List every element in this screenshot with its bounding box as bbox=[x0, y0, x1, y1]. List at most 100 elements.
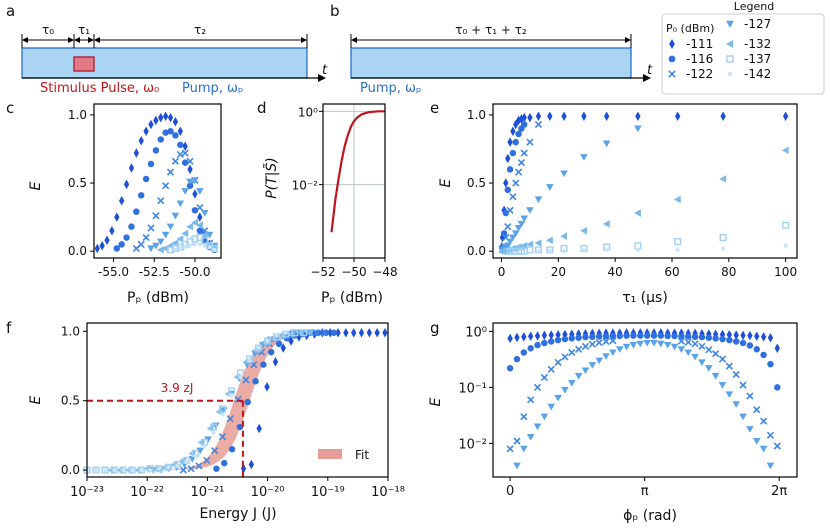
legend-marker-m142 bbox=[727, 71, 733, 77]
x-tick-label: 100 bbox=[774, 265, 797, 279]
data-point bbox=[561, 386, 569, 394]
data-point bbox=[521, 121, 528, 128]
data-point bbox=[296, 332, 302, 342]
data-point bbox=[526, 240, 533, 249]
data-point bbox=[156, 246, 164, 254]
data-point bbox=[746, 392, 754, 400]
data-point bbox=[629, 342, 638, 349]
tau0-label: τ₀ bbox=[42, 23, 54, 37]
data-point bbox=[609, 332, 617, 340]
data-point bbox=[602, 353, 610, 360]
data-point bbox=[526, 246, 534, 254]
data-point bbox=[673, 195, 681, 204]
data-point bbox=[228, 446, 236, 453]
data-point bbox=[547, 249, 552, 254]
data-point bbox=[760, 332, 767, 342]
data-point bbox=[554, 394, 562, 402]
data-point bbox=[511, 230, 520, 238]
data-point bbox=[637, 332, 644, 339]
data-point bbox=[119, 466, 127, 474]
data-point bbox=[166, 168, 175, 176]
data-point bbox=[561, 353, 569, 361]
data-point bbox=[515, 130, 522, 138]
data-point bbox=[602, 332, 610, 340]
panel-g: 0 π 2π 10⁰ 10⁻¹ 10⁻² ϕₚ (rad) E bbox=[428, 322, 798, 524]
data-point bbox=[110, 466, 118, 474]
data-point bbox=[643, 332, 651, 339]
data-point bbox=[291, 329, 299, 337]
data-point bbox=[547, 403, 556, 411]
threshold-annotation: 3.9 zJ bbox=[161, 381, 194, 395]
data-point bbox=[130, 467, 135, 473]
data-point bbox=[698, 342, 706, 350]
panel-letter-b: b bbox=[330, 2, 340, 20]
time-label: t bbox=[322, 63, 328, 78]
data-point bbox=[670, 343, 679, 351]
data-point bbox=[102, 467, 108, 473]
data-point bbox=[288, 336, 294, 346]
stimulus-label: Stimulus Pulse, ω₀ bbox=[40, 81, 159, 96]
data-point bbox=[535, 111, 542, 122]
total-arrow-head bbox=[625, 37, 631, 43]
data-point bbox=[580, 154, 588, 161]
data-point bbox=[186, 182, 194, 189]
data-point bbox=[725, 362, 733, 370]
data-point bbox=[123, 234, 130, 241]
data-point bbox=[504, 186, 512, 194]
data-point bbox=[527, 112, 533, 123]
data-point bbox=[595, 357, 603, 365]
data-point bbox=[678, 332, 685, 340]
data-point bbox=[781, 146, 789, 155]
data-point bbox=[630, 332, 637, 339]
data-point bbox=[534, 196, 543, 204]
data-point bbox=[164, 463, 172, 471]
data-point bbox=[602, 140, 611, 148]
data-point bbox=[554, 358, 562, 366]
data-point bbox=[746, 342, 754, 349]
y-tick-label: 0.5 bbox=[68, 176, 87, 190]
data-point bbox=[187, 243, 193, 248]
data-point bbox=[153, 115, 159, 126]
data-point bbox=[181, 188, 189, 195]
data-point bbox=[322, 329, 330, 336]
x-tick-label: 2π bbox=[771, 484, 787, 499]
data-point bbox=[330, 329, 338, 336]
data-point bbox=[184, 459, 189, 464]
data-point bbox=[609, 337, 617, 345]
total-duration-label: τ₀ + τ₁ + τ₂ bbox=[455, 23, 527, 37]
data-point bbox=[739, 381, 747, 389]
y-tick-label: 0.5 bbox=[467, 176, 486, 190]
x-tick-label: π bbox=[641, 484, 649, 499]
data-point bbox=[782, 221, 790, 229]
data-point bbox=[536, 249, 541, 254]
data-point bbox=[512, 138, 519, 146]
data-point bbox=[733, 330, 739, 340]
data-point bbox=[634, 242, 642, 250]
data-point bbox=[507, 333, 513, 344]
data-point bbox=[712, 335, 719, 342]
data-point bbox=[191, 177, 199, 184]
data-point bbox=[609, 349, 617, 357]
data-point bbox=[603, 111, 610, 122]
data-point bbox=[514, 224, 523, 232]
data-point bbox=[650, 339, 658, 347]
data-point bbox=[509, 193, 517, 201]
data-point bbox=[212, 247, 217, 252]
data-point bbox=[588, 362, 597, 369]
data-point bbox=[335, 327, 341, 338]
data-point bbox=[534, 239, 542, 247]
data-point bbox=[183, 245, 188, 250]
data-point bbox=[520, 349, 528, 356]
data-point bbox=[161, 231, 170, 239]
data-point bbox=[759, 445, 768, 453]
data-point bbox=[191, 207, 199, 214]
data-point bbox=[186, 222, 194, 231]
data-point bbox=[196, 447, 204, 455]
legend-label-m111: -111 bbox=[686, 37, 713, 51]
data-point bbox=[226, 415, 234, 423]
data-point bbox=[513, 462, 521, 470]
x-tick-label: 10⁻²⁰ bbox=[251, 485, 285, 500]
data-point bbox=[196, 227, 204, 234]
data-point bbox=[179, 466, 187, 474]
